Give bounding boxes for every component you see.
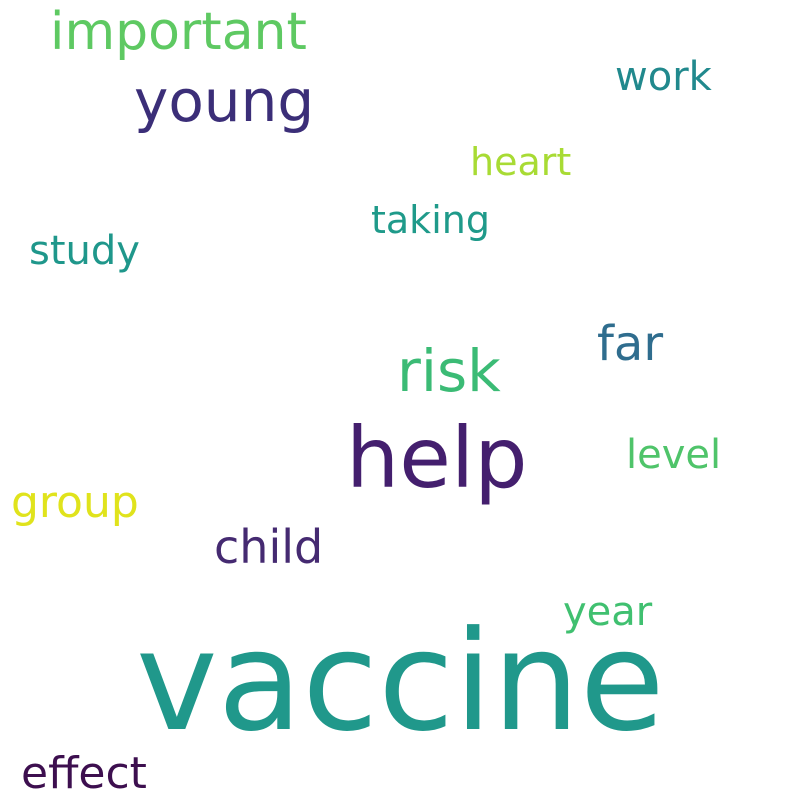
word-vaccine: vaccine [136,601,665,762]
word-level: level [626,432,722,478]
word-effect: effect [21,748,147,799]
word-child: child [214,520,324,574]
word-year: year [563,589,653,635]
word-young: young [134,67,315,135]
word-heart: heart [470,140,572,184]
word-work: work [615,54,712,100]
word-group: group [11,477,139,528]
word-taking: taking [371,198,490,242]
word-far: far [597,316,664,372]
word-study: study [29,228,140,274]
word-important: important [50,2,307,62]
word-risk: risk [397,337,501,405]
word-help: help [346,409,528,507]
